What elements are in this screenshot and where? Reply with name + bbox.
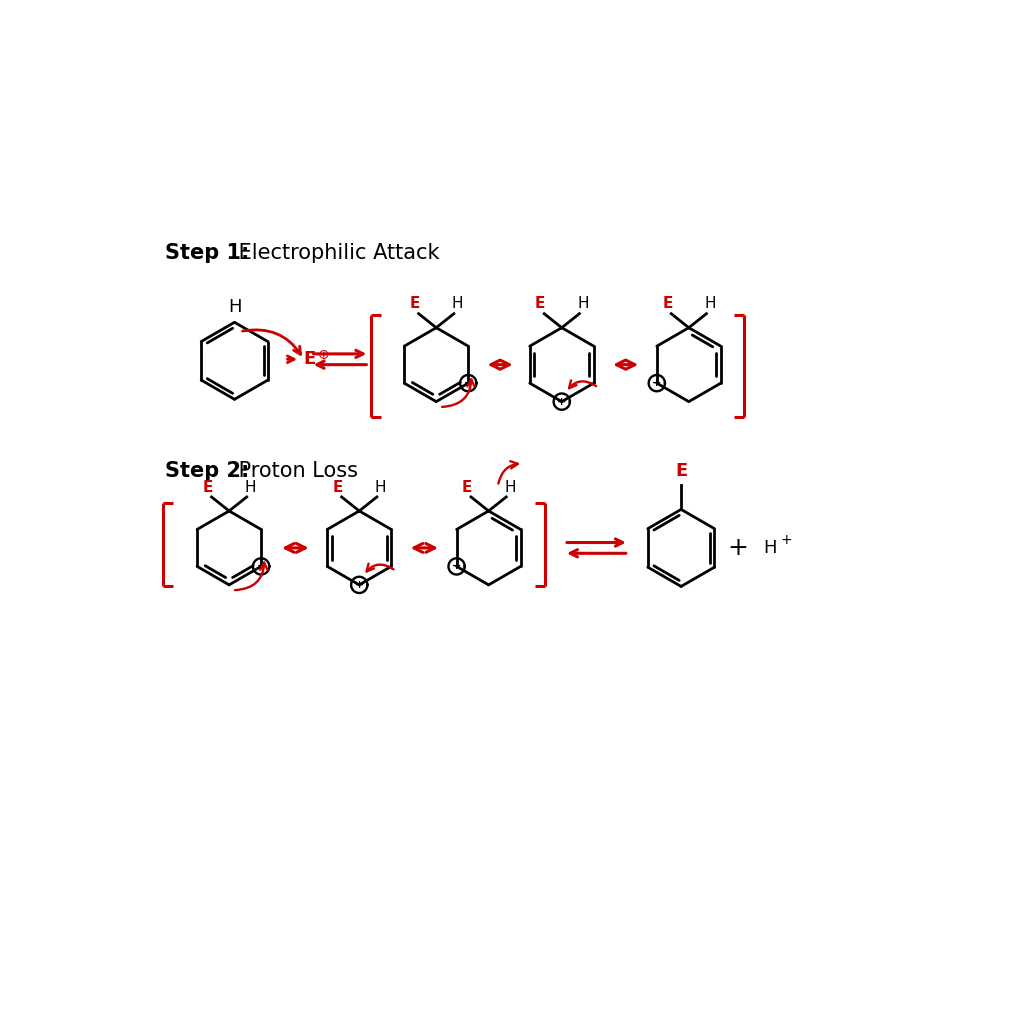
Text: +: +	[652, 378, 662, 388]
Text: Proton Loss: Proton Loss	[232, 461, 358, 481]
Text: H: H	[452, 296, 464, 311]
Text: H: H	[764, 539, 777, 557]
Text: +: +	[780, 534, 793, 547]
Text: +: +	[557, 396, 566, 407]
Text: H: H	[504, 479, 516, 495]
Text: Step 2:: Step 2:	[165, 461, 250, 481]
Text: ⊕: ⊕	[317, 348, 330, 361]
Text: Step 1:: Step 1:	[165, 243, 250, 263]
Text: H: H	[227, 298, 242, 316]
Text: H: H	[245, 479, 256, 495]
Text: H: H	[375, 479, 386, 495]
Text: E: E	[303, 350, 315, 369]
Text: +: +	[464, 378, 473, 388]
Text: H: H	[578, 296, 589, 311]
Text: E: E	[663, 296, 673, 311]
Text: E: E	[203, 479, 213, 495]
Text: +: +	[256, 561, 266, 571]
Text: E: E	[462, 479, 472, 495]
Text: E: E	[536, 296, 546, 311]
Text: Electrophilic Attack: Electrophilic Attack	[232, 243, 439, 263]
Text: +: +	[354, 580, 364, 590]
Text: E: E	[675, 462, 687, 480]
Text: E: E	[333, 479, 343, 495]
Text: H: H	[705, 296, 716, 311]
Text: +: +	[727, 536, 748, 560]
Text: +: +	[452, 561, 461, 571]
Text: E: E	[410, 296, 420, 311]
